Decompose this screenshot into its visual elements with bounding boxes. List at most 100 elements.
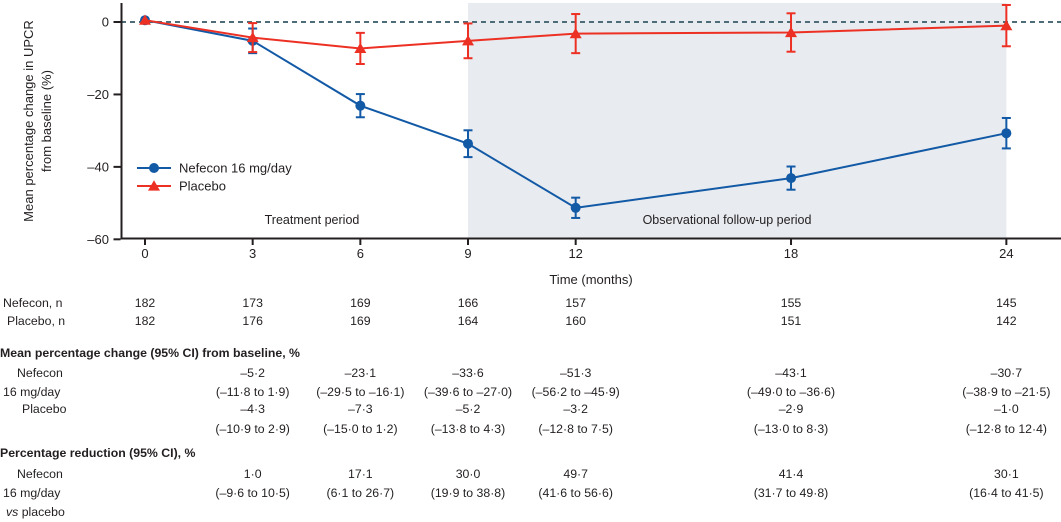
table-row-label: Placebo, n bbox=[7, 314, 66, 328]
table-cell-ci: (19·9 to 38·8) bbox=[430, 486, 506, 500]
table-row-label: vs placebo bbox=[6, 505, 65, 519]
table-cell-ci: (–12·8 to 7·5) bbox=[538, 422, 613, 436]
table-cell-ci: (–38·9 to –21·5) bbox=[962, 385, 1051, 399]
svg-text:–20: –20 bbox=[87, 87, 109, 102]
svg-text:–40: –40 bbox=[87, 159, 109, 174]
table-cell-estimate: 17·1 bbox=[348, 467, 373, 481]
table-cell-estimate: –7·3 bbox=[348, 402, 373, 416]
table-cell-estimate: –43·1 bbox=[775, 366, 807, 380]
x-axis-ticks: 0 3 6 9 12 18 24 bbox=[141, 238, 1014, 261]
legend-label: Nefecon 16 mg/day bbox=[179, 161, 292, 176]
table-cell-ci: (–9·6 to 10·5) bbox=[215, 486, 290, 500]
svg-text:12: 12 bbox=[568, 246, 582, 261]
data-point-triangle bbox=[1000, 19, 1013, 31]
table-cell-ci: (–49·0 to –36·6) bbox=[746, 385, 836, 399]
data-point-circle bbox=[149, 163, 159, 173]
table-cell-estimate: –23·1 bbox=[344, 366, 377, 380]
observational-period-label: Observational follow-up period bbox=[643, 213, 812, 227]
y-axis-ticks: 0 –20 –40 –60 bbox=[87, 15, 121, 247]
table-cell-n: 169 bbox=[350, 314, 371, 328]
svg-text:24: 24 bbox=[999, 246, 1013, 261]
table-cell-ci: (–10·9 to 2·9) bbox=[215, 422, 290, 436]
table-cell-ci: (16·4 to 41·5) bbox=[969, 486, 1044, 500]
svg-text:0: 0 bbox=[102, 15, 109, 30]
observational-period-shading bbox=[468, 3, 1007, 239]
table-cell-n: 166 bbox=[457, 296, 479, 310]
table-cell-n: 164 bbox=[457, 314, 479, 328]
data-point-circle bbox=[570, 202, 581, 213]
table-cell-n: 169 bbox=[350, 296, 371, 310]
data-point-circle bbox=[463, 138, 474, 149]
legend-item-nefecon-16-mg-day: Nefecon 16 mg/day bbox=[137, 161, 292, 176]
table-cell-estimate: 49·7 bbox=[563, 467, 588, 481]
svg-text:18: 18 bbox=[784, 246, 798, 261]
table-cell-ci: (–11·8 to 1·9) bbox=[215, 385, 290, 399]
axes bbox=[120, 3, 1061, 240]
axis-titles: Time (months) Mean percentage change in U… bbox=[21, 20, 633, 287]
table-section-header: Mean percentage change (95% CI) from bas… bbox=[0, 346, 300, 360]
data-point-triangle bbox=[569, 27, 582, 39]
data-point-triangle bbox=[246, 31, 259, 43]
table-cell-ci: (–13·8 to 4·3) bbox=[430, 422, 506, 436]
data-point-circle bbox=[786, 173, 797, 184]
data-point-circle bbox=[355, 100, 366, 111]
treatment-period-label: Treatment period bbox=[265, 213, 360, 227]
svg-text:9: 9 bbox=[464, 246, 471, 261]
table-cell-estimate: 1·0 bbox=[243, 467, 262, 481]
table-cell-ci: (–13·0 to 8·3) bbox=[753, 422, 829, 436]
table-cell-ci: (31·7 to 49·8) bbox=[753, 486, 829, 500]
table-cell-n: 145 bbox=[996, 296, 1017, 310]
table-row-label: 16 mg/day bbox=[3, 385, 61, 399]
x-axis-title: Time (months) bbox=[549, 272, 632, 287]
table-cell-estimate: 41·4 bbox=[778, 467, 804, 481]
table-cell-ci: (–29·5 to –16·1) bbox=[316, 385, 405, 399]
table-cell-n: 157 bbox=[565, 296, 586, 310]
data-point-triangle bbox=[148, 180, 160, 191]
legend-item-placebo: Placebo bbox=[137, 179, 226, 194]
data-point-circle bbox=[1001, 128, 1012, 139]
table-cell-estimate: –5·2 bbox=[455, 402, 481, 416]
table-row-label: 16 mg/day bbox=[3, 486, 61, 500]
data-point-triangle bbox=[354, 42, 367, 54]
y-axis-title-line1: Mean percentage change in UPCR bbox=[21, 20, 36, 222]
table-cell-estimate: –2·9 bbox=[778, 402, 804, 416]
table-cell-estimate: –30·7 bbox=[990, 366, 1023, 380]
table-cell-estimate: 30·0 bbox=[455, 467, 481, 481]
table-cell-estimate: –33·6 bbox=[452, 366, 484, 380]
legend: Nefecon 16 mg/day Placebo bbox=[137, 161, 292, 194]
table-cell-n: 173 bbox=[242, 296, 263, 310]
table-row-label: Nefecon bbox=[17, 366, 63, 380]
table-cell-estimate: –4·3 bbox=[240, 402, 265, 416]
y-axis-title-line2: from baseline (%) bbox=[39, 70, 54, 172]
upcr-line-chart: 0 –20 –40 –60 0 3 6 9 12 18 24 Time (months) Mean pe… bbox=[21, 3, 1061, 287]
table-section-header: Percentage reduction (95% CI), % bbox=[0, 446, 196, 460]
data-point-triangle bbox=[785, 26, 798, 38]
table-cell-estimate: –5·2 bbox=[240, 366, 265, 380]
svg-text:6: 6 bbox=[357, 246, 364, 261]
table-cell-ci: (6·1 to 26·7) bbox=[326, 486, 395, 500]
table-cell-n: 176 bbox=[242, 314, 263, 328]
table-cell-n: 142 bbox=[996, 314, 1017, 328]
table-cell-n: 155 bbox=[780, 296, 802, 310]
series-placebo bbox=[139, 3, 1013, 66]
table-cell-estimate: –51·3 bbox=[559, 366, 592, 380]
table-cell-n: 182 bbox=[134, 314, 156, 328]
table-cell-n: 160 bbox=[565, 314, 586, 328]
table-cell-ci: (–39·6 to –27·0) bbox=[423, 385, 513, 399]
table-cell-ci: (–56·2 to –45·9) bbox=[531, 385, 620, 399]
svg-text:3: 3 bbox=[249, 246, 256, 261]
legend-label: Placebo bbox=[179, 179, 226, 194]
table-cell-n: 182 bbox=[134, 296, 156, 310]
table-cell-ci: (–12·8 to 12·4) bbox=[965, 422, 1048, 436]
table-cell-estimate: –1·0 bbox=[994, 402, 1019, 416]
data-point-triangle bbox=[462, 35, 475, 46]
svg-text:0: 0 bbox=[141, 246, 148, 261]
svg-text:–60: –60 bbox=[87, 232, 109, 247]
table-row-label: Nefecon, n bbox=[3, 296, 63, 310]
table-cell-n: 151 bbox=[780, 314, 802, 328]
table-cell-estimate: 30·1 bbox=[994, 467, 1019, 481]
table-cell-ci: (–15·0 to 1·2) bbox=[323, 422, 398, 436]
table-row-label: Placebo bbox=[22, 402, 67, 416]
data-point-triangle bbox=[139, 14, 151, 25]
